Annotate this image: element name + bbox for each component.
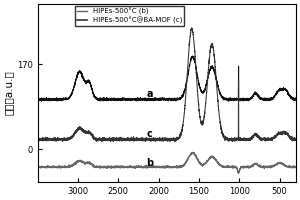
Text: a: a xyxy=(147,89,153,99)
HIPEs-500°C (b) xyxy=(291,166,295,168)
Text: b: b xyxy=(147,158,154,168)
HIPEs-500°C (b) xyxy=(294,166,298,169)
HIPEs-500°C@BA-MOF (c) xyxy=(255,135,258,138)
HIPEs-500°C (b) xyxy=(89,163,92,165)
HIPEs-500°C@BA-MOF (c) xyxy=(239,137,243,140)
HIPEs-500°C@BA-MOF (c) xyxy=(294,138,298,141)
HIPEs-500°C (b) xyxy=(200,163,203,166)
Legend: HIPEs-500°C (b), HIPEs-500°C@BA-MOF (c): HIPEs-500°C (b), HIPEs-500°C@BA-MOF (c) xyxy=(75,6,184,26)
HIPEs-500°C (b) xyxy=(36,166,40,168)
HIPEs-500°C@BA-MOF (c) xyxy=(36,138,40,140)
HIPEs-500°C@BA-MOF (c) xyxy=(190,27,194,29)
Line: HIPEs-500°C (b): HIPEs-500°C (b) xyxy=(38,152,296,174)
HIPEs-500°C (b) xyxy=(191,151,194,153)
HIPEs-500°C@BA-MOF (c) xyxy=(144,140,147,143)
HIPEs-500°C@BA-MOF (c) xyxy=(89,132,92,135)
Line: HIPEs-500°C@BA-MOF (c): HIPEs-500°C@BA-MOF (c) xyxy=(38,28,296,141)
HIPEs-500°C@BA-MOF (c) xyxy=(200,122,204,124)
Text: c: c xyxy=(147,129,152,139)
HIPEs-500°C (b) xyxy=(239,165,243,168)
HIPEs-500°C@BA-MOF (c) xyxy=(223,135,226,138)
HIPEs-500°C@BA-MOF (c) xyxy=(291,137,295,139)
HIPEs-500°C (b) xyxy=(255,163,258,166)
HIPEs-500°C (b) xyxy=(237,172,240,175)
HIPEs-500°C (b) xyxy=(223,166,226,168)
Y-axis label: 强度（a.u.）: 强度（a.u.） xyxy=(4,71,14,115)
